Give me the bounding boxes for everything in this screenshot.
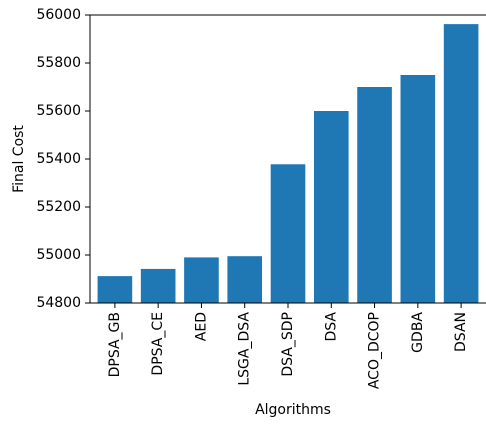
x-tick-label: DSAN (453, 312, 469, 352)
x-tick-label: LSGA_DSA (237, 312, 253, 386)
x-tick-label: ACO_DCOP (367, 312, 383, 389)
bar-dsa (313, 111, 349, 303)
x-tick-label: DSA (323, 312, 339, 342)
bar-dpsa-gb (97, 276, 133, 303)
bar-dsa-sdp (270, 164, 306, 303)
x-tick-label: DPSA_CE (150, 312, 166, 376)
bar-aco-dcop (357, 87, 392, 303)
x-tick-label: DPSA_GB (107, 312, 123, 377)
y-tick-label: 55400 (36, 151, 81, 167)
bar-aed (184, 257, 219, 303)
x-tick-label: GDBA (410, 312, 426, 353)
y-tick-label: 55000 (36, 247, 81, 263)
x-axis: DPSA_GB DPSA_CE AED LSGA_DSA DSA_SDP DSA ACO_D… (107, 303, 469, 389)
y-tick-label: 54800 (36, 295, 81, 311)
bar-gdba (400, 75, 436, 303)
x-tick-label: AED (193, 312, 209, 341)
y-tick-label: 56000 (36, 7, 81, 23)
y-tick-label: 55200 (36, 199, 81, 215)
x-axis-title: Algorithms (255, 402, 331, 418)
y-axis-title: Final Cost (11, 125, 27, 193)
bar-lsga-dsa (227, 256, 263, 303)
bar-dsan (443, 24, 479, 304)
bars-layer (97, 24, 479, 304)
y-tick-label: 55600 (36, 103, 81, 119)
y-tick-label: 55800 (36, 55, 81, 71)
axes-frame (89, 14, 486, 304)
bar-dpsa-ce (140, 268, 176, 303)
y-axis: 54800 55000 55200 55400 55600 55800 56000 (36, 7, 90, 311)
x-tick-label: DSA_SDP (280, 312, 296, 377)
